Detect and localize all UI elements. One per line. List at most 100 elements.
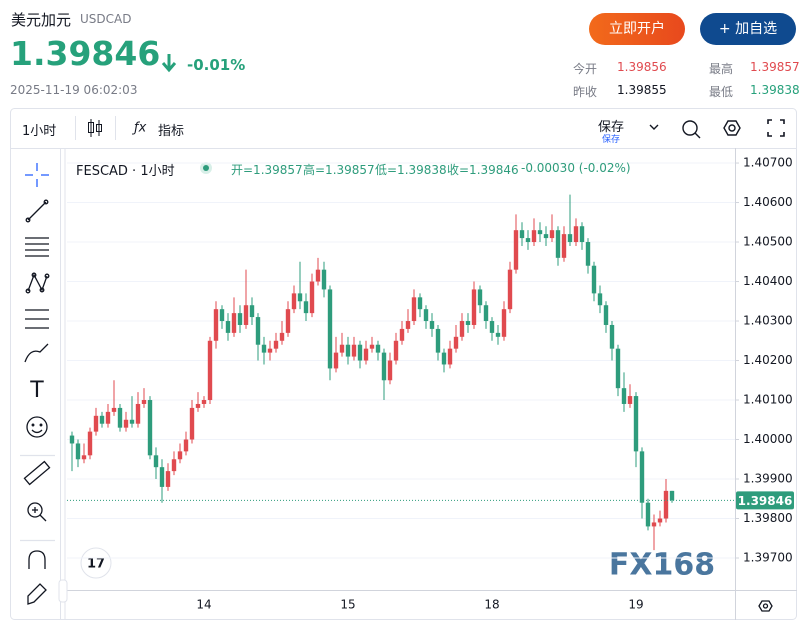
candle bbox=[549, 214, 555, 243]
settings-icon[interactable] bbox=[723, 120, 741, 136]
candle-body bbox=[189, 407, 195, 440]
svg-text:17: 17 bbox=[87, 557, 105, 572]
candle-body bbox=[501, 309, 507, 337]
chevron[interactable] bbox=[649, 124, 659, 130]
candle bbox=[117, 403, 123, 432]
candle bbox=[435, 324, 441, 361]
candle-body bbox=[309, 281, 315, 314]
candle bbox=[195, 392, 201, 412]
candle-body bbox=[207, 340, 213, 401]
alert-icon[interactable] bbox=[682, 120, 701, 139]
candle bbox=[513, 214, 519, 274]
candle bbox=[69, 431, 75, 472]
y-tick-label: 1.40600 bbox=[743, 195, 793, 209]
symbol-name: 美元加元 bbox=[11, 11, 72, 29]
fx-icon[interactable]: ƒx bbox=[131, 121, 147, 136]
candle-body bbox=[195, 403, 201, 408]
stat-value: 1.39855 bbox=[617, 83, 667, 97]
candle bbox=[261, 336, 267, 365]
candle bbox=[321, 261, 327, 298]
candle bbox=[477, 285, 483, 314]
candle bbox=[75, 439, 81, 468]
candle bbox=[573, 218, 579, 246]
candle-body bbox=[525, 238, 531, 243]
candle bbox=[591, 261, 597, 302]
candle-body bbox=[621, 388, 627, 404]
candle bbox=[483, 301, 489, 329]
candle-body bbox=[537, 230, 543, 235]
candle-body bbox=[441, 352, 447, 365]
candle bbox=[303, 293, 309, 322]
indicators-button[interactable]: 指标 bbox=[158, 124, 185, 139]
interval-button[interactable]: 1小时 bbox=[22, 124, 57, 139]
candle bbox=[177, 443, 183, 464]
candle bbox=[507, 261, 513, 314]
candle bbox=[501, 301, 507, 341]
candle-body bbox=[573, 226, 579, 243]
candle bbox=[657, 510, 663, 527]
candle-body bbox=[213, 309, 219, 341]
legend-ohlc: 收=1.39846 bbox=[447, 163, 519, 177]
save-button[interactable]: 保存 bbox=[598, 120, 625, 135]
candle bbox=[285, 301, 291, 337]
candle bbox=[147, 396, 153, 460]
candle-body bbox=[399, 328, 405, 341]
y-tick-label: 1.40100 bbox=[743, 393, 793, 407]
candle bbox=[183, 431, 189, 456]
candle bbox=[327, 285, 333, 381]
candle bbox=[213, 301, 219, 349]
collapse-handle[interactable] bbox=[58, 579, 68, 603]
candle-body bbox=[465, 321, 471, 325]
axis-settings[interactable] bbox=[758, 600, 773, 612]
candle bbox=[249, 297, 255, 325]
legend-change: -0.00030 (-0.02%) bbox=[521, 161, 631, 175]
y-tick-label: 1.39900 bbox=[743, 472, 793, 486]
candle-body bbox=[219, 309, 225, 322]
candle-body bbox=[543, 234, 549, 239]
candle bbox=[171, 451, 177, 476]
candle-body bbox=[267, 348, 273, 353]
candle bbox=[123, 411, 129, 432]
candle bbox=[489, 317, 495, 341]
candle-body bbox=[393, 340, 399, 361]
candle bbox=[273, 332, 279, 353]
tv-logo: 17 bbox=[80, 547, 112, 579]
candle bbox=[219, 305, 225, 329]
stat-label: 今开 bbox=[573, 62, 598, 76]
candle bbox=[315, 257, 321, 286]
candle-body bbox=[285, 309, 291, 333]
open-account-button[interactable]: 立即开户 bbox=[589, 13, 685, 45]
candle-body bbox=[279, 332, 285, 341]
fullscreen-icon[interactable] bbox=[767, 119, 785, 137]
candle-body bbox=[105, 411, 111, 424]
candle bbox=[615, 344, 621, 397]
candle bbox=[111, 380, 117, 416]
candle bbox=[543, 226, 549, 246]
drawing-tools[interactable]: T bbox=[20, 163, 55, 605]
candle bbox=[237, 305, 243, 333]
last-price-label: 1.39846 bbox=[738, 494, 793, 508]
legend-symbol: FESCAD · 1小时 bbox=[76, 164, 175, 179]
candle bbox=[375, 340, 381, 361]
candle bbox=[99, 411, 105, 428]
candle-body bbox=[579, 226, 585, 243]
candle-body bbox=[237, 313, 243, 325]
candle bbox=[81, 443, 87, 464]
candle-body bbox=[633, 396, 639, 452]
candle-icon[interactable] bbox=[88, 119, 102, 137]
candle-body bbox=[669, 490, 675, 501]
candle-body bbox=[297, 293, 303, 302]
candle bbox=[255, 313, 261, 361]
candle bbox=[411, 289, 417, 325]
candle-body bbox=[597, 293, 603, 306]
add-watchlist-button[interactable]: + 加自选 bbox=[700, 13, 796, 45]
candle-body bbox=[303, 301, 309, 314]
candle-body bbox=[201, 400, 207, 404]
legend-ohlc: 开=1.39857 bbox=[231, 163, 303, 177]
candle bbox=[93, 407, 99, 436]
candle-body bbox=[423, 309, 429, 322]
candle bbox=[531, 218, 537, 246]
candle-body bbox=[111, 407, 117, 412]
candle-body bbox=[183, 439, 189, 452]
candle bbox=[399, 321, 405, 345]
